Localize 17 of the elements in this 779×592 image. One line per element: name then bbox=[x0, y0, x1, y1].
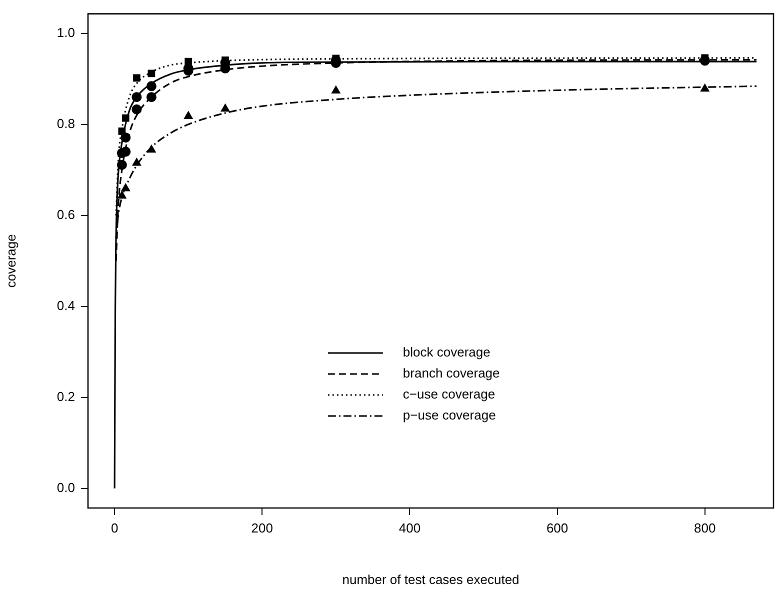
legend-label: branch coverage bbox=[402, 366, 500, 381]
y-tick-label: 1.0 bbox=[56, 24, 75, 40]
legend-label: p−use coverage bbox=[402, 408, 496, 423]
y-tick-label: 0.2 bbox=[56, 388, 75, 404]
y-tick-label: 0.0 bbox=[56, 480, 75, 496]
x-tick-label: 200 bbox=[251, 520, 273, 536]
x-tick-label: 600 bbox=[546, 520, 568, 536]
legend-label: block coverage bbox=[402, 344, 490, 360]
x-axis-title: number of test cases executed bbox=[342, 572, 520, 587]
y-tick-label: 0.6 bbox=[56, 206, 75, 222]
y-tick-label: 0.8 bbox=[56, 116, 75, 131]
legend-label: c−use coverage bbox=[402, 386, 496, 402]
y-axis-title: coverage bbox=[3, 234, 18, 288]
x-tick-label: 400 bbox=[398, 520, 421, 536]
x-tick-label: 800 bbox=[694, 520, 716, 536]
x-tick-label: 0 bbox=[110, 520, 118, 536]
y-tick-label: 0.4 bbox=[56, 298, 75, 313]
